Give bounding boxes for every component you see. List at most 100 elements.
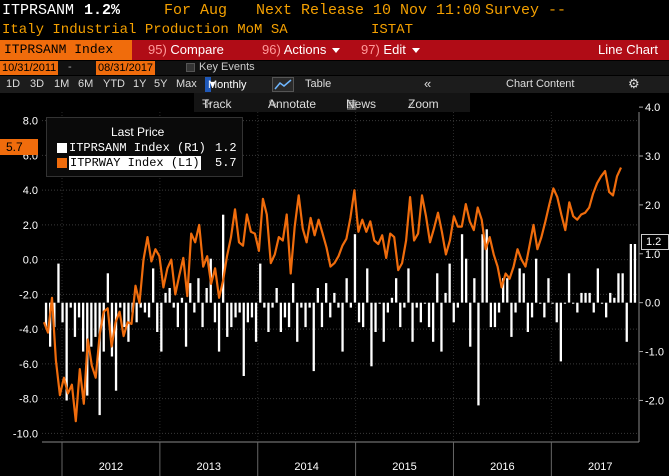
range-max[interactable]: Max bbox=[176, 78, 197, 90]
left-tick-label: -6.0 bbox=[19, 359, 38, 371]
bar bbox=[395, 278, 398, 303]
period-select[interactable]: Monthly ▼ bbox=[205, 77, 247, 92]
range-5y[interactable]: 5Y bbox=[154, 78, 168, 90]
range-1d[interactable]: 1D bbox=[6, 78, 21, 90]
bar bbox=[222, 214, 225, 303]
left-tick-label: 4.0 bbox=[23, 185, 38, 197]
left-tick-label: 0.0 bbox=[23, 255, 38, 267]
bar bbox=[609, 292, 612, 303]
chart-type-label[interactable]: Line Chart bbox=[598, 42, 658, 57]
bar bbox=[411, 302, 414, 342]
bar bbox=[456, 302, 459, 308]
news-label: News bbox=[346, 97, 377, 111]
range-ytd[interactable]: YTD bbox=[103, 78, 125, 90]
bar bbox=[415, 302, 418, 308]
bar bbox=[477, 302, 480, 406]
bar bbox=[73, 302, 77, 337]
start-date-field[interactable]: 10/31/2011 bbox=[0, 61, 59, 75]
bar bbox=[567, 273, 571, 303]
bar bbox=[617, 273, 620, 303]
bar bbox=[90, 302, 93, 347]
bar bbox=[572, 302, 575, 304]
bar bbox=[49, 302, 52, 347]
price-chart[interactable]: 8.06.04.02.00.0-2.0-4.0-6.0-8.0-10.0 4.0… bbox=[0, 93, 669, 476]
bar bbox=[580, 292, 583, 303]
x-tick-label: 2014 bbox=[294, 461, 318, 473]
bar bbox=[82, 302, 85, 352]
bar bbox=[300, 302, 303, 308]
survey-value: Survey -- bbox=[485, 2, 567, 19]
bar bbox=[65, 302, 68, 401]
legend-item-2-value: 5.7 bbox=[215, 156, 237, 170]
bar bbox=[143, 302, 147, 313]
bar bbox=[304, 302, 307, 328]
bar bbox=[329, 302, 332, 318]
bar bbox=[506, 278, 509, 303]
bar bbox=[588, 292, 591, 303]
bar bbox=[61, 302, 64, 323]
date-range-bar: 10/31/2011 - 08/31/2017 Key Events bbox=[0, 61, 669, 75]
bar bbox=[320, 302, 324, 328]
bar bbox=[180, 297, 184, 303]
left-tick-label: 8.0 bbox=[23, 116, 38, 128]
range-3d[interactable]: 3D bbox=[30, 78, 45, 90]
key-events-checkbox[interactable] bbox=[186, 63, 195, 72]
table-button[interactable]: Table bbox=[305, 78, 332, 90]
bar bbox=[345, 278, 348, 303]
chart-content-button[interactable]: Chart Content bbox=[506, 78, 575, 90]
gear-icon[interactable]: ⚙ bbox=[628, 76, 640, 91]
bar bbox=[353, 234, 357, 303]
range-6m[interactable]: 6M bbox=[78, 78, 94, 90]
actions-label: Actions bbox=[283, 42, 327, 57]
bar bbox=[386, 302, 389, 313]
bar bbox=[308, 302, 311, 308]
bar bbox=[230, 302, 233, 328]
bar bbox=[184, 302, 188, 347]
bar bbox=[341, 302, 344, 352]
collapse-icon[interactable]: « bbox=[424, 76, 432, 91]
bar bbox=[493, 302, 497, 328]
bar bbox=[147, 302, 151, 318]
bar bbox=[238, 302, 241, 313]
bar bbox=[337, 302, 340, 308]
bar bbox=[551, 302, 554, 304]
bar bbox=[432, 302, 435, 342]
bar bbox=[465, 258, 468, 303]
bar bbox=[283, 302, 287, 318]
bar bbox=[325, 283, 328, 303]
range-1y[interactable]: 1Y bbox=[133, 78, 147, 90]
series-line-itprway bbox=[42, 167, 622, 423]
bar bbox=[267, 302, 270, 332]
bar bbox=[69, 302, 72, 308]
annotate-label: Annotate bbox=[268, 97, 317, 111]
line-chart-icon[interactable] bbox=[272, 77, 294, 92]
edit-menu[interactable]: 97) Edit bbox=[361, 40, 420, 60]
actions-menu[interactable]: 96) Actions bbox=[262, 40, 341, 60]
end-date-field[interactable]: 08/31/2017 bbox=[96, 61, 156, 75]
bar bbox=[596, 268, 599, 303]
bar bbox=[172, 302, 175, 308]
compare-menu[interactable]: 95) Compare bbox=[148, 40, 224, 60]
security-field[interactable]: ITPRSANM Index bbox=[0, 40, 132, 60]
range-1m[interactable]: 1M bbox=[54, 78, 70, 90]
x-tick-label: 2016 bbox=[490, 461, 514, 473]
bar bbox=[473, 278, 476, 303]
x-tick-label: 2012 bbox=[99, 461, 123, 473]
bar bbox=[77, 302, 81, 318]
legend-title: Last Price bbox=[111, 125, 165, 139]
bar bbox=[423, 302, 427, 304]
bar bbox=[382, 302, 385, 342]
bar bbox=[366, 268, 369, 303]
bar bbox=[485, 229, 488, 303]
bar bbox=[419, 302, 422, 323]
chart-legend[interactable]: Last Price ITPRSANM Index (R1) 1.2 ITPRW… bbox=[46, 117, 243, 177]
chart-tools-bar: ✛ Track ✎ Annotate ▦ News ⌕ Zoom bbox=[194, 93, 470, 112]
bar-series bbox=[44, 214, 637, 416]
right-tick-label: -2.0 bbox=[645, 395, 664, 407]
key-events-label: Key Events bbox=[199, 61, 255, 73]
left-tick-label: -8.0 bbox=[19, 394, 38, 406]
legend-swatch-white bbox=[57, 143, 67, 153]
compare-label: Compare bbox=[170, 42, 224, 57]
bar bbox=[543, 302, 546, 318]
bar bbox=[246, 302, 249, 323]
